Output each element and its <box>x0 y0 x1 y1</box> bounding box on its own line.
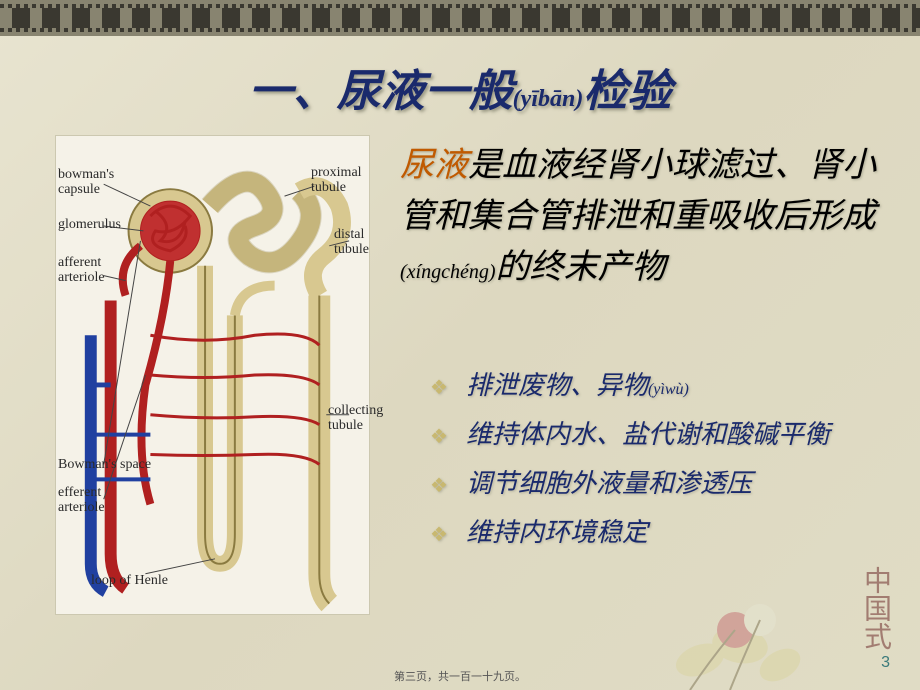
label-distal-tubule: distal tubule <box>334 228 369 257</box>
body-text-2: 的终末产物 <box>496 249 666 286</box>
title-suffix: 检验 <box>583 67 671 116</box>
bullet-text: 维持体内水、盐代谢和酸碱平衡 <box>466 414 830 451</box>
bullet-text: 维持内环境稳定 <box>466 512 648 549</box>
bullet-pinyin: (yìwù) <box>648 381 689 398</box>
bullet-marker-icon: ❖ <box>430 522 448 547</box>
nephron-diagram: bowman's capsule glomerulus afferent art… <box>55 135 370 615</box>
title-prefix: 一、尿液一般 <box>249 67 513 116</box>
footer-note: 第三页，共一百一十九页。 <box>0 668 920 684</box>
greek-key-pattern <box>0 0 920 36</box>
bullet-item: ❖ 维持内环境稳定 <box>430 512 890 549</box>
label-proximal-tubule: proximal tubule <box>311 166 362 195</box>
label-glomerulus: glomerulus <box>58 218 121 233</box>
bullet-text: 调节细胞外液量和渗透压 <box>466 463 752 500</box>
watermark: 中国式 <box>855 566 895 650</box>
body-pinyin: (xíngchéng) <box>400 261 496 283</box>
bullet-text: 排泄废物、异物 <box>466 371 648 400</box>
decorative-top-border <box>0 0 920 36</box>
body-text-1: 是血液经肾小球滤过、肾小管和集合管排泄和重吸收后形成 <box>400 147 876 235</box>
bullet-marker-icon: ❖ <box>430 424 448 449</box>
bullet-marker-icon: ❖ <box>430 375 448 400</box>
title-pinyin: (yībān) <box>513 86 584 112</box>
nephron-svg <box>56 136 369 614</box>
highlight-word: 尿液 <box>400 147 468 184</box>
label-bowmans-space: Bowman's space <box>58 458 151 473</box>
bullet-item: ❖ 排泄废物、异物(yìwù) <box>430 365 890 402</box>
slide-title: 一、尿液一般(yībān)检验 <box>0 55 920 119</box>
label-afferent-arteriole: afferent arteriole <box>58 256 105 285</box>
bullet-item: ❖ 调节细胞外液量和渗透压 <box>430 463 890 500</box>
label-collecting-tubule: collecting tubule <box>328 404 383 433</box>
label-loop-of-henle: loop of Henle <box>91 574 168 589</box>
bullet-item: ❖ 维持体内水、盐代谢和酸碱平衡 <box>430 414 890 451</box>
label-efferent-arteriole: efferent arteriole <box>58 486 105 515</box>
bullet-list: ❖ 排泄废物、异物(yìwù) ❖ 维持体内水、盐代谢和酸碱平衡 ❖ 调节细胞外… <box>430 365 890 561</box>
label-bowmans-capsule: bowman's capsule <box>58 168 114 197</box>
bullet-marker-icon: ❖ <box>430 473 448 498</box>
body-paragraph: 尿液是血液经肾小球滤过、肾小管和集合管排泄和重吸收后形成 (xíngchéng)的… <box>400 140 890 293</box>
